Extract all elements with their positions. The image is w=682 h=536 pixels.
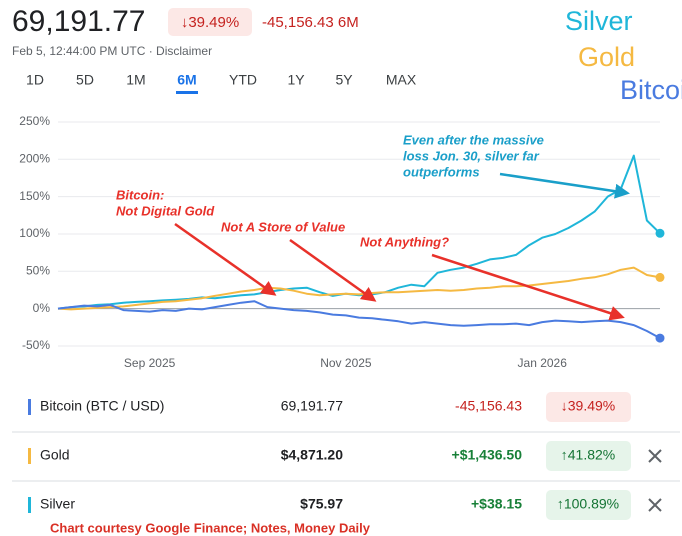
row-price: $75.97: [300, 496, 343, 512]
series-line: [57, 154, 661, 310]
row-name: Bitcoin (BTC / USD): [40, 398, 164, 414]
row-percent-chip: [546, 441, 631, 471]
range-tab[interactable]: 1Y: [287, 72, 305, 88]
price: 69,191.77: [12, 5, 145, 38]
annotation-arrow: [174, 222, 277, 296]
range-tab[interactable]: YTD: [229, 72, 257, 88]
series-line: [57, 266, 661, 311]
annotation: loss Jon. 30, silver far: [403, 148, 540, 163]
annotation: Bitcoin:: [116, 187, 164, 202]
y-tick-label: 200%: [19, 151, 50, 165]
annotation-arrow: [499, 172, 630, 199]
row-price: $4,871.20: [281, 447, 343, 463]
row-name: Gold: [40, 447, 70, 463]
tab-underline: [176, 91, 198, 94]
remove-button[interactable]: [648, 498, 662, 512]
change: -45,156.43 6M: [262, 14, 359, 31]
range-tab[interactable]: 6M: [177, 72, 196, 88]
y-tick-label: 50%: [26, 263, 50, 277]
footer-credit: Chart courtesy Google Finance; Notes, Mo…: [50, 520, 371, 535]
row-change: +$1,436.50: [452, 447, 523, 463]
end-dot: [655, 333, 665, 343]
row-percent: ↑41.82%: [561, 447, 615, 463]
range-tab[interactable]: 1D: [26, 72, 44, 88]
y-tick-label: 0%: [33, 301, 51, 315]
row-change: +$38.15: [471, 496, 522, 512]
series-line: [57, 300, 661, 339]
change-chip-text: ↓39.49%: [181, 14, 239, 31]
row-price: 69,191.77: [281, 398, 343, 414]
y-tick-label: -50%: [22, 338, 50, 352]
y-tick-label: 250%: [19, 114, 50, 128]
row-percent: ↑100.89%: [557, 496, 619, 512]
row-percent-chip: [546, 392, 631, 422]
legend-entry: Gold: [578, 42, 635, 72]
row-color-bar: [28, 399, 31, 415]
annotation: outperforms: [403, 164, 480, 179]
timestamp: Feb 5, 12:44:00 PM UTC · Disclaimer: [12, 44, 212, 58]
row-percent-chip: [546, 490, 631, 520]
range-tab[interactable]: 5D: [76, 72, 94, 88]
x-tick-label: Sep 2025: [124, 356, 176, 370]
row-percent: ↓39.49%: [561, 398, 615, 414]
y-tick-label: 150%: [19, 189, 50, 203]
x-tick-label: Nov 2025: [320, 356, 372, 370]
row-color-bar: [28, 448, 31, 464]
annotation-arrow: [289, 238, 377, 302]
annotation-arrow: [431, 253, 625, 321]
y-tick-label: 100%: [19, 226, 50, 240]
end-dot: [655, 272, 665, 282]
annotation: Even after the massive: [403, 132, 544, 147]
row-change: -45,156.43: [455, 398, 522, 414]
range-tab[interactable]: 5Y: [335, 72, 353, 88]
legend-entry: Bitcoin: [620, 75, 682, 105]
range-tab[interactable]: MAX: [386, 72, 417, 88]
legend-entry: Silver: [565, 6, 633, 36]
end-dot: [655, 228, 665, 238]
remove-button[interactable]: [648, 449, 662, 463]
annotation: Not Anything?: [360, 234, 449, 249]
change-chip: [168, 8, 252, 36]
row-name: Silver: [40, 496, 75, 512]
x-tick-label: Jan 2026: [518, 356, 568, 370]
range-tab[interactable]: 1M: [126, 72, 145, 88]
row-color-bar: [28, 497, 31, 513]
annotation: Not A Store of Value: [221, 219, 345, 234]
annotation: Not Digital Gold: [116, 203, 215, 218]
